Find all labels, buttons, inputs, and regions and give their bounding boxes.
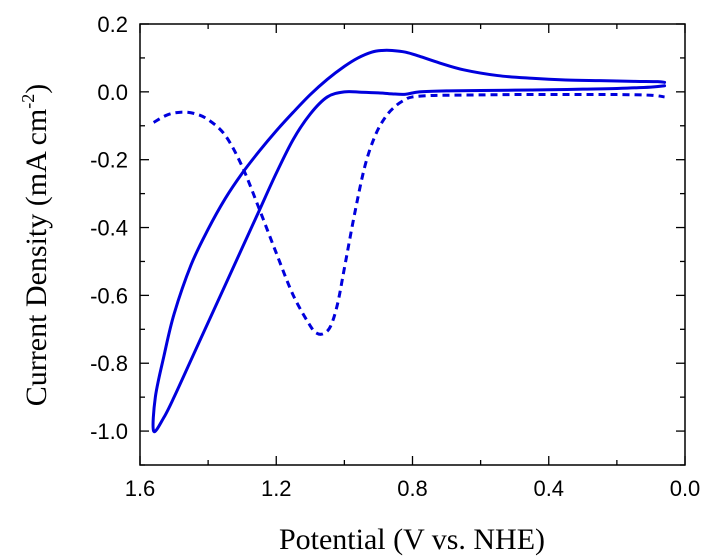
x-axis-title: Potential (V vs. NHE)	[279, 523, 545, 556]
y-tick-label: -0.2	[90, 148, 128, 173]
x-tick-labels: 1.6 1.2 0.8 0.4 0.0	[125, 476, 701, 501]
y-axis-title-main: Current Density (mA cm	[20, 109, 53, 406]
y-axis-title-superscript: -2	[18, 94, 38, 109]
y-tick-label: 0.0	[97, 80, 128, 105]
y-tick-label: 0.2	[97, 12, 128, 37]
data-series	[151, 48, 667, 434]
y-tick-label: -0.6	[90, 283, 128, 308]
x-tick-label: 0.8	[397, 476, 428, 501]
x-tick-label: 1.2	[261, 476, 292, 501]
y-tick-label: -0.8	[90, 351, 128, 376]
axis-ticks	[139, 23, 686, 466]
series-dashed-line	[152, 93, 665, 336]
y-tick-label: -0.4	[90, 216, 128, 241]
x-tick-label: 0.4	[533, 476, 564, 501]
series-solid-line	[151, 48, 667, 434]
y-axis-title-tail: )	[20, 84, 53, 94]
x-tick-label: 0.0	[670, 476, 701, 501]
y-tick-labels: 0.2 0.0 -0.2 -0.4 -0.6 -0.8 -1.0	[90, 12, 128, 444]
y-axis-title: Current Density (mA cm-2)	[18, 84, 53, 406]
x-tick-label: 1.6	[125, 476, 156, 501]
y-tick-label: -1.0	[90, 419, 128, 444]
